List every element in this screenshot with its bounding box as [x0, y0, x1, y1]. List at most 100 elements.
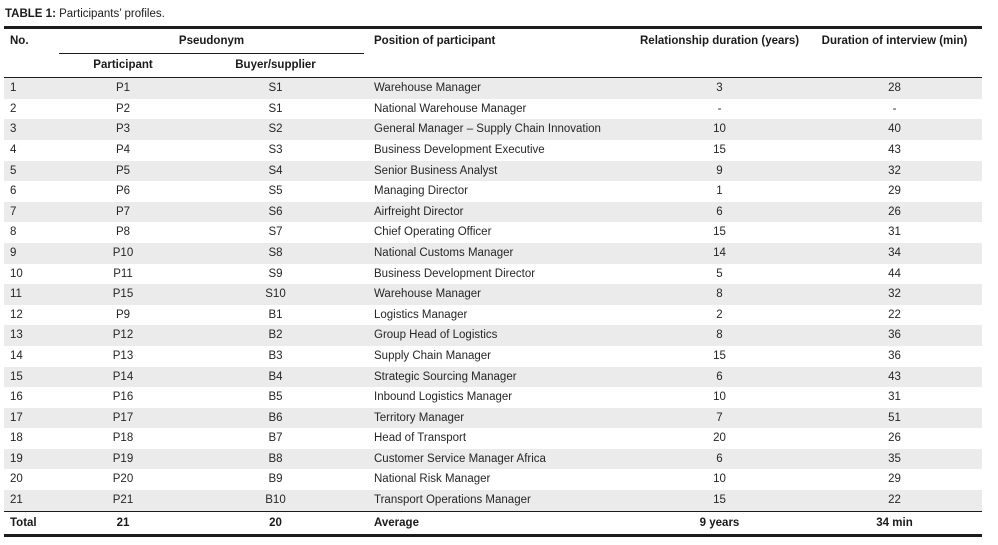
cell-no: 2: [10, 102, 17, 115]
cell-no: 18: [10, 432, 23, 445]
cell-no: 15: [10, 370, 23, 383]
table-row: 1 P1 S1 Warehouse Manager 3 28: [4, 77, 982, 99]
cell-position: Logistics Manager: [374, 308, 468, 321]
cell-interview-duration: 31: [888, 391, 901, 404]
cell-position: Territory Manager: [374, 411, 465, 424]
table-row: 2 P2 S1 National Warehouse Manager - -: [4, 99, 982, 120]
cell-participant: P20: [112, 473, 134, 486]
cell-buyer-supplier: S10: [265, 288, 286, 301]
cell-position: Warehouse Manager: [374, 288, 481, 301]
table-row: 15 P14 B4 Strategic Sourcing Manager 6 4…: [4, 366, 982, 388]
table-caption: TABLE 1: Participants’ profiles.: [4, 3, 998, 26]
cell-interview-duration: 32: [888, 288, 901, 301]
cell-relationship-duration: -: [717, 102, 722, 115]
table-row: 8 P8 S7 Chief Operating Officer 15 31: [4, 222, 982, 243]
cell-buyer-supplier: B10: [265, 494, 286, 507]
cell-interview-duration: 22: [888, 494, 901, 507]
cell-buyer-supplier: B6: [268, 411, 283, 424]
cell-position: Airfreight Director: [374, 205, 464, 218]
table-header: No. Pseudonym Position of participant Re…: [4, 27, 982, 79]
cell-participant: P21: [112, 494, 134, 507]
cell-participant: P12: [112, 329, 134, 342]
table-row: 4 P4 S3 Business Development Executive 1…: [4, 140, 982, 161]
total-participant-count: 21: [59, 510, 187, 536]
cell-interview-duration: 35: [888, 452, 901, 465]
cell-interview-duration: 36: [888, 349, 901, 362]
cell-interview-duration: -: [892, 102, 897, 115]
cell-no: 4: [10, 143, 17, 156]
total-interview-average: 34 min: [807, 510, 982, 536]
cell-no: 7: [10, 205, 17, 218]
cell-relationship-duration: 15: [713, 349, 726, 362]
cell-interview-duration: 34: [888, 246, 901, 259]
cell-interview-duration: 29: [888, 473, 901, 486]
header-row-main: No. Pseudonym Position of participant Re…: [4, 27, 982, 79]
table-row: 12 P9 B1 Logistics Manager 2 22: [4, 305, 982, 326]
cell-no: 21: [10, 494, 23, 507]
cell-participant: P5: [115, 164, 131, 177]
total-label: Total: [4, 510, 59, 536]
cell-participant: P3: [115, 123, 131, 136]
table-row: 18 P18 B7 Head of Transport 20 26: [4, 428, 982, 449]
cell-position: National Warehouse Manager: [374, 102, 527, 115]
cell-relationship-duration: 15: [713, 226, 726, 239]
cell-buyer-supplier: B4: [268, 370, 283, 383]
cell-relationship-duration: 6: [716, 452, 723, 465]
cell-position: Head of Transport: [374, 432, 467, 445]
cell-interview-duration: 51: [888, 411, 901, 424]
cell-buyer-supplier: B9: [268, 473, 283, 486]
cell-buyer-supplier: S1: [268, 82, 283, 95]
table-caption-text: Participants’ profiles.: [59, 8, 165, 20]
cell-relationship-duration: 8: [716, 329, 723, 342]
cell-position: Senior Business Analyst: [374, 164, 498, 177]
cell-participant: P14: [112, 370, 134, 383]
cell-relationship-duration: 5: [716, 267, 723, 280]
cell-participant: P13: [112, 349, 134, 362]
cell-no: 11: [10, 288, 22, 301]
table-row: 19 P19 B8 Customer Service Manager Afric…: [4, 448, 982, 470]
cell-interview-duration: 40: [888, 123, 901, 136]
cell-participant: P17: [112, 411, 134, 424]
cell-buyer-supplier: S7: [268, 226, 283, 239]
cell-relationship-duration: 15: [713, 143, 726, 156]
header-pseudonym-group: Pseudonym: [59, 27, 364, 54]
header-interview-duration: Duration of interview (min): [807, 27, 982, 79]
table-caption-label: TABLE 1:: [5, 8, 56, 20]
cell-no: 14: [10, 349, 23, 362]
cell-relationship-duration: 9: [716, 164, 723, 177]
cell-participant: P19: [112, 452, 134, 465]
cell-position: Supply Chain Manager: [374, 349, 491, 362]
table-row: 16 P16 B5 Inbound Logistics Manager 10 3…: [4, 387, 982, 408]
cell-position: Group Head of Logistics: [374, 329, 498, 342]
cell-participant: P4: [115, 143, 131, 156]
table-row: 9 P10 S8 National Customs Manager 14 34: [4, 242, 982, 264]
cell-interview-duration: 32: [888, 164, 901, 177]
cell-interview-duration: 22: [888, 308, 901, 321]
cell-buyer-supplier: B8: [268, 452, 283, 465]
cell-no: 19: [10, 452, 23, 465]
cell-participant: P11: [113, 267, 133, 280]
cell-buyer-supplier: B2: [268, 329, 283, 342]
cell-buyer-supplier: S4: [268, 164, 283, 177]
cell-position: Business Development Director: [374, 267, 536, 280]
table-footer: Total 21 20 Average 9 years 34 min: [4, 510, 982, 536]
cell-no: 9: [10, 246, 17, 259]
cell-interview-duration: 26: [888, 432, 901, 445]
cell-interview-duration: 28: [888, 82, 901, 95]
table-row: 3 P3 S2 General Manager – Supply Chain I…: [4, 119, 982, 140]
cell-participant: P6: [115, 185, 131, 198]
cell-buyer-supplier: S8: [268, 246, 283, 259]
cell-participant: P2: [115, 102, 131, 115]
header-participant: Participant: [59, 53, 187, 79]
cell-interview-duration: 43: [888, 143, 901, 156]
cell-interview-duration: 44: [888, 267, 901, 280]
cell-relationship-duration: 7: [716, 411, 723, 424]
total-row: Total 21 20 Average 9 years 34 min: [4, 510, 982, 536]
cell-relationship-duration: 8: [716, 288, 723, 301]
table-row: 7 P7 S6 Airfreight Director 6 26: [4, 201, 982, 223]
cell-no: 8: [10, 226, 17, 239]
cell-position: Inbound Logistics Manager: [374, 391, 513, 404]
cell-no: 6: [10, 185, 17, 198]
table-row: 11 P15 S10 Warehouse Manager 8 32: [4, 284, 982, 305]
